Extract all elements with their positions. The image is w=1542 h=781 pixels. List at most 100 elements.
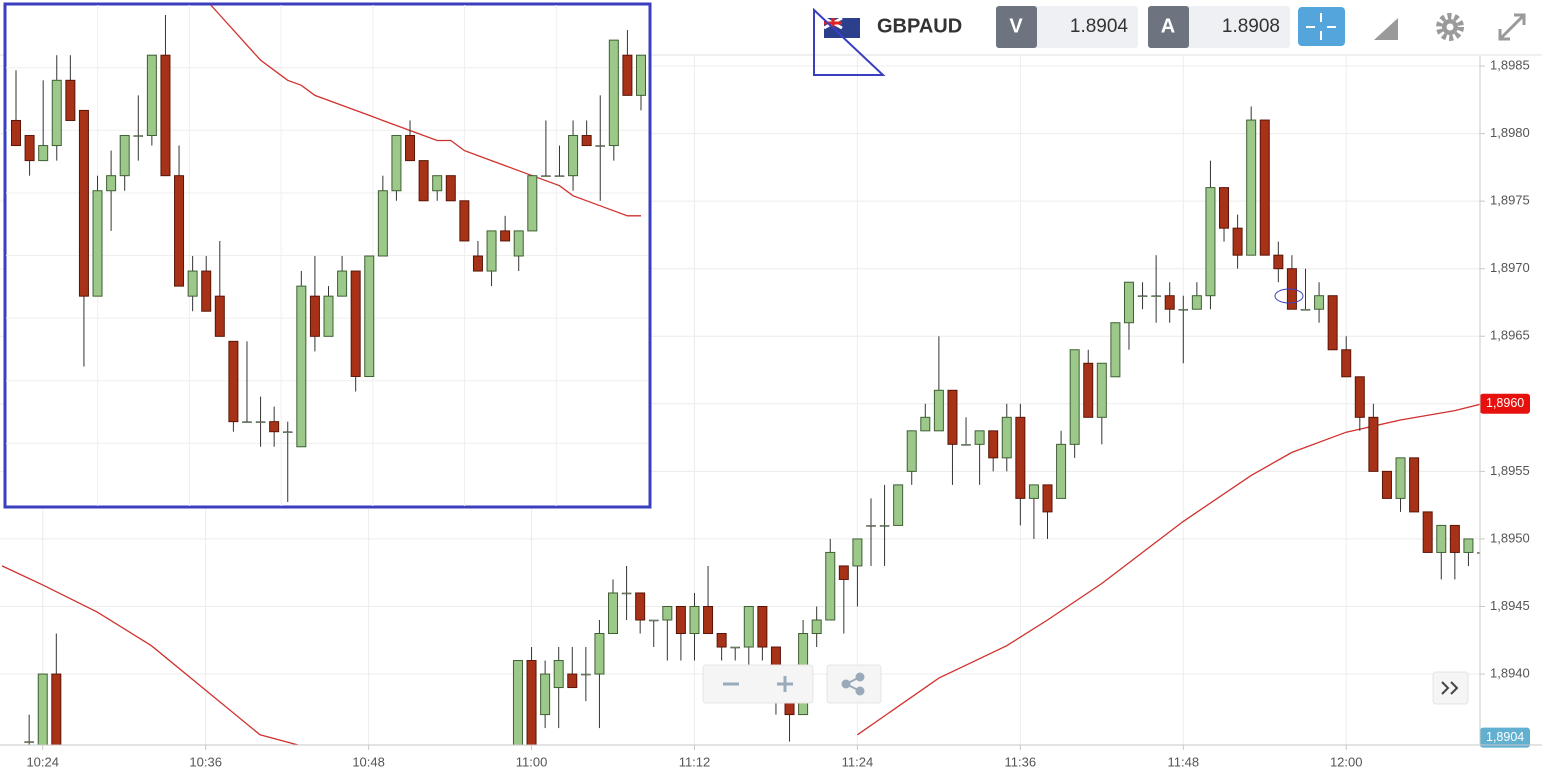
candle-body [689,605,700,635]
candle [988,430,999,472]
candle-body [1381,470,1392,499]
candle [37,673,48,745]
candle-body [568,135,579,177]
candle [933,336,944,432]
candle-body [866,525,876,527]
candle [500,215,511,242]
candle [1259,119,1270,256]
candle-body [1001,416,1012,459]
candle [920,403,931,432]
candle [825,538,836,621]
fullscreen-button[interactable] [1498,13,1526,41]
candle [811,606,822,648]
candle-body [1300,308,1311,311]
candle [852,538,863,607]
candle [78,109,89,367]
candle [608,39,619,161]
candle [1422,511,1433,553]
candle-body [1341,349,1352,378]
draw-tool-button[interactable] [1374,18,1398,40]
candle [1436,524,1447,580]
ask-tag [1148,6,1189,48]
candle [568,120,579,191]
candle [1368,403,1379,472]
candle-body [1463,538,1474,553]
crosshair-button[interactable] [1298,7,1345,46]
candle [38,80,49,162]
candle-body [1259,119,1270,256]
candle-body [459,200,470,242]
candle-body [174,175,185,287]
candle [187,256,198,312]
candle-body [527,175,538,232]
candle [636,54,646,111]
candle-body [879,525,890,527]
candle-body [947,389,958,445]
candle-body [11,119,21,147]
candle-body [526,660,537,745]
candle-body [1028,484,1039,499]
candle [662,605,673,661]
candle [214,240,225,337]
candle-body [594,633,605,675]
y-tick-label: 1,8955 [1490,463,1530,478]
candle-body [472,255,483,272]
candle [1015,403,1026,526]
candle-body [988,430,999,459]
candle [1246,106,1257,256]
settings-button[interactable] [1436,13,1464,41]
candle [1096,362,1107,445]
candle-body [445,175,456,202]
candle-body [1137,295,1148,297]
annotation-triangle [813,7,886,76]
candle [242,341,252,423]
candle [364,255,375,377]
x-tick-label: 10:36 [189,754,222,769]
candle-body [852,538,863,567]
candle [269,406,280,447]
y-tick-label: 1,8940 [1490,665,1530,680]
candle-body [242,421,252,423]
candle [1219,187,1230,242]
candle [1123,281,1134,350]
candle-body [160,54,171,177]
candle-body [500,230,511,242]
candle [541,120,551,177]
candle-body [1056,443,1067,499]
candle [1056,430,1067,499]
candle-body [675,605,686,635]
candle-body [1354,376,1365,418]
inset-plot [6,5,648,506]
candle [1273,241,1284,283]
candle [418,160,429,202]
candle-body [146,54,157,137]
candle [24,135,35,176]
candle [228,340,239,432]
candle [391,135,402,201]
candle-body [608,592,619,635]
candle [1151,255,1161,323]
candle-body [377,190,388,257]
candle [974,430,985,485]
candle-body [1015,416,1026,499]
y-tick-label: 1,8975 [1490,193,1530,208]
candle [608,579,619,635]
candle [65,55,76,121]
share-button[interactable] [826,664,882,704]
candle [486,230,497,287]
zoom-in[interactable] [777,676,793,692]
candle-body [512,660,523,745]
candle-body [567,673,578,689]
scroll-right-button[interactable] [1432,671,1469,705]
candle [961,417,971,446]
candle [621,565,632,620]
candle [350,270,361,392]
plot-area [11,5,646,502]
candle-body [24,741,34,743]
candle [838,565,849,634]
annotation-ellipse [1274,288,1304,304]
candle [553,647,564,729]
candle [1354,376,1365,431]
